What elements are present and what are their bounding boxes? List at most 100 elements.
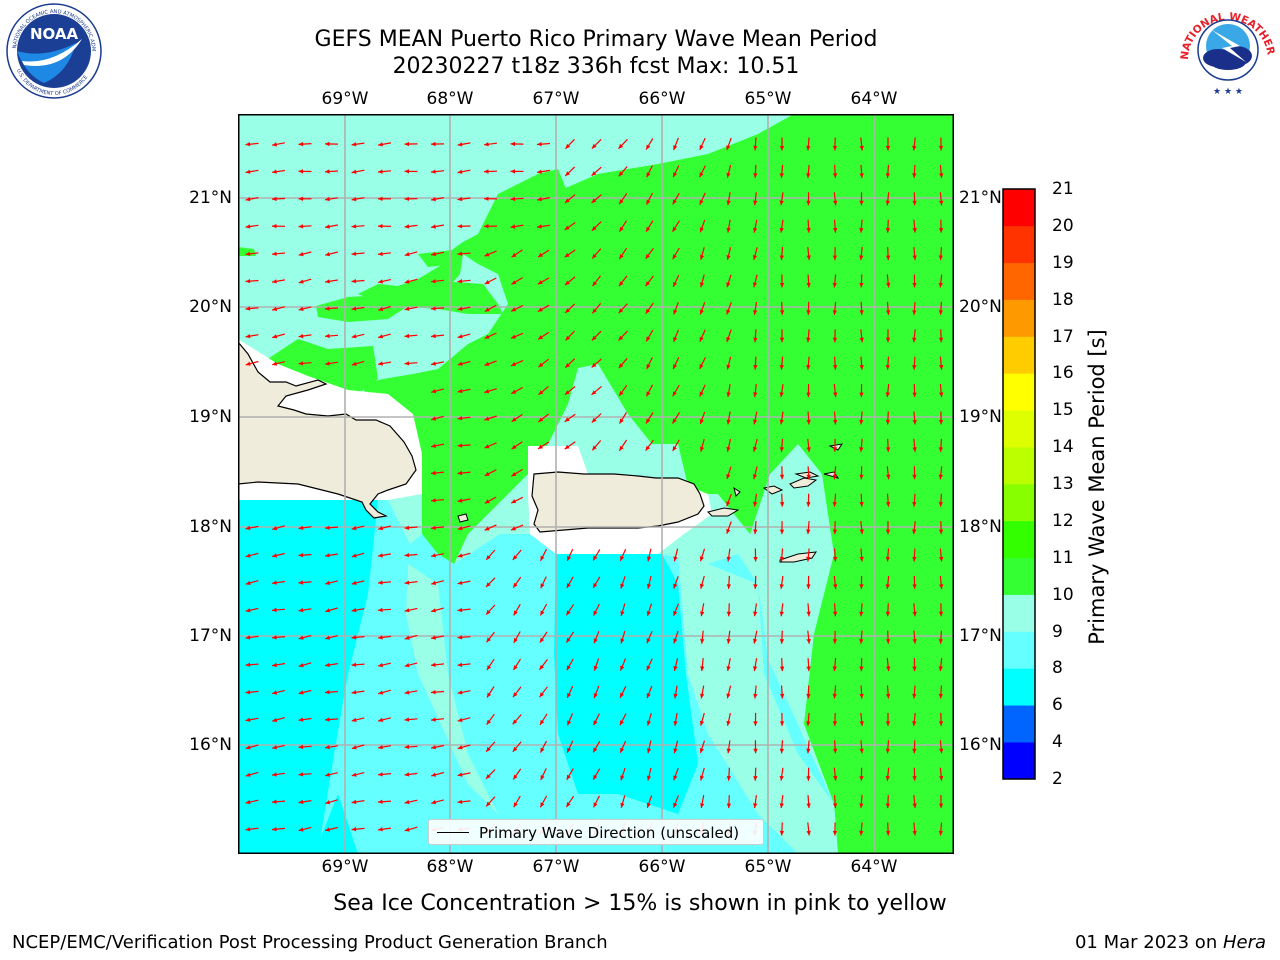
wave-direction-arrow xyxy=(566,658,574,671)
wave-direction-arrow xyxy=(726,630,731,644)
wave-direction-arrow xyxy=(592,768,601,781)
wave-direction-arrow xyxy=(673,137,679,151)
wave-direction-arrow xyxy=(351,608,365,613)
wave-direction-arrow xyxy=(272,333,285,339)
wave-direction-arrow xyxy=(483,224,498,229)
wave-direction-arrow xyxy=(537,224,550,229)
wave-direction-arrow xyxy=(939,767,944,781)
wave-direction-arrow xyxy=(377,799,392,804)
wave-direction-arrow xyxy=(939,740,944,754)
wave-direction-arrow xyxy=(404,634,418,640)
wave-direction-arrow xyxy=(591,166,602,177)
wave-direction-arrow xyxy=(351,744,365,750)
field-9-10s xyxy=(406,564,498,814)
wave-direction-arrow xyxy=(457,552,471,558)
wave-direction-arrow xyxy=(484,524,497,531)
wave-direction-arrow xyxy=(539,686,548,698)
wave-direction-arrow xyxy=(564,194,576,204)
wave-direction-arrow xyxy=(404,251,418,257)
wave-direction-arrow xyxy=(539,548,548,562)
wave-direction-arrow xyxy=(457,607,471,613)
wave-direction-arrow xyxy=(430,333,445,339)
wave-direction-arrow xyxy=(806,356,811,370)
wave-direction-arrow xyxy=(699,329,706,342)
wave-direction-arrow xyxy=(753,493,758,507)
wave-direction-arrow xyxy=(912,247,917,261)
wave-direction-arrow xyxy=(806,712,811,726)
wave-direction-arrow xyxy=(779,247,784,261)
wave-direction-arrow xyxy=(539,659,548,671)
wave-direction-arrow xyxy=(779,411,784,425)
wave-direction-arrow xyxy=(566,548,574,562)
wave-direction-arrow xyxy=(271,224,286,229)
wave-direction-arrow xyxy=(511,413,523,423)
wave-direction-arrow xyxy=(673,548,679,562)
wave-direction-arrow xyxy=(753,164,758,178)
wave-direction-arrow xyxy=(752,438,758,452)
lon-label-bottom: 69°W xyxy=(321,857,369,877)
wave-direction-arrow xyxy=(673,630,679,644)
wave-direction-arrow xyxy=(351,662,365,667)
wave-direction-arrow xyxy=(298,141,312,147)
wave-direction-arrow xyxy=(859,712,864,726)
wave-direction-arrow xyxy=(485,577,496,588)
wave-direction-arrow xyxy=(912,767,917,781)
wave-direction-arrow xyxy=(938,301,943,315)
wave-direction-arrow xyxy=(404,553,418,558)
wave-direction-arrow xyxy=(671,412,681,424)
wave-direction-arrow xyxy=(485,769,496,780)
wave-direction-arrow xyxy=(779,192,784,206)
wave-direction-arrow xyxy=(753,740,758,754)
wave-direction-arrow xyxy=(699,192,706,205)
wave-direction-arrow xyxy=(513,631,521,644)
wave-direction-arrow xyxy=(457,251,471,256)
colorbar-segment xyxy=(1003,705,1035,743)
wave-direction-arrow xyxy=(699,247,705,261)
wave-direction-arrow xyxy=(457,142,471,147)
wave-direction-arrow xyxy=(404,361,418,366)
colorbar-tick-label: 18 xyxy=(1052,289,1074,310)
wave-direction-arrow xyxy=(672,274,680,288)
wave-direction-arrow xyxy=(593,795,600,808)
wave-direction-arrow xyxy=(537,331,550,340)
wave-direction-arrow xyxy=(779,301,785,315)
wave-direction-arrow xyxy=(565,604,575,616)
wave-direction-arrow xyxy=(753,521,758,535)
wave-direction-arrow xyxy=(484,277,497,285)
wave-direction-arrow xyxy=(672,165,680,178)
wave-direction-arrow xyxy=(564,441,576,450)
wave-direction-arrow xyxy=(832,658,837,672)
wave-direction-arrow xyxy=(806,164,811,178)
wave-direction-arrow xyxy=(430,498,445,503)
wave-direction-arrow xyxy=(753,137,758,151)
wave-direction-arrow xyxy=(457,525,471,531)
wave-direction-arrow xyxy=(832,164,838,178)
wave-direction-arrow xyxy=(726,767,732,781)
wave-direction-arrow xyxy=(513,603,521,616)
wave-direction-arrow xyxy=(645,384,654,397)
wave-direction-arrow xyxy=(536,142,551,147)
wave-direction-arrow xyxy=(779,356,784,370)
wave-direction-arrow xyxy=(592,549,601,561)
wave-direction-arrow xyxy=(912,630,917,644)
wave-period-map xyxy=(238,114,954,854)
wave-direction-arrow xyxy=(885,630,891,644)
wave-direction-arrow xyxy=(512,686,522,698)
wave-direction-arrow xyxy=(378,333,391,339)
colorbar-segment xyxy=(1003,557,1035,595)
wave-direction-arrow xyxy=(700,658,705,672)
wave-direction-arrow xyxy=(646,685,653,699)
footer-date: 01 Mar 2023 on Hera xyxy=(1075,932,1266,953)
lat-label-right: 19°N xyxy=(959,407,1002,427)
wave-direction-arrow xyxy=(404,224,418,229)
wave-direction-arrow xyxy=(565,138,575,150)
wave-direction-arrow xyxy=(538,358,549,368)
wave-direction-arrow xyxy=(404,826,418,832)
wave-direction-arrow xyxy=(510,196,524,202)
wave-direction-arrow xyxy=(457,416,471,421)
wave-direction-arrow xyxy=(806,219,811,233)
colorbar-label: Primary Wave Mean Period [s] xyxy=(1085,329,1109,645)
wave-direction-arrow xyxy=(404,690,418,695)
wave-direction-arrow xyxy=(351,251,365,256)
wave-direction-arrow xyxy=(325,251,338,257)
